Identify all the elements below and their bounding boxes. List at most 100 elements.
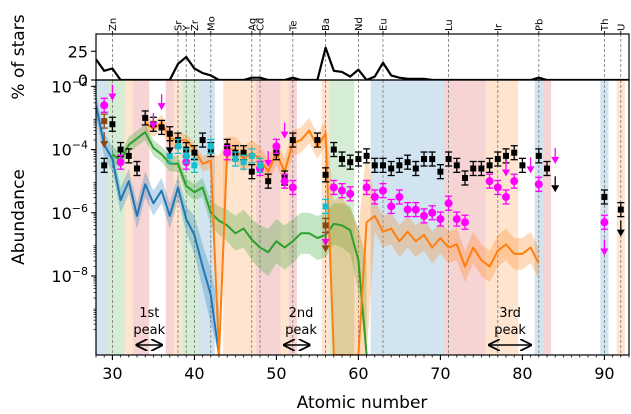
background-band-2 bbox=[124, 80, 133, 355]
peak-annotation-line1-1: 2nd bbox=[289, 306, 314, 321]
data-point-0-26 bbox=[347, 159, 354, 166]
data-point-1-23 bbox=[461, 218, 469, 227]
data-point-1-9 bbox=[338, 186, 346, 195]
data-point-0-3 bbox=[125, 152, 132, 159]
limit-arrow-0-3 bbox=[264, 160, 273, 168]
data-point-0-27 bbox=[355, 156, 362, 163]
element-label-Pb: Pb bbox=[534, 19, 545, 31]
data-point-0-36 bbox=[429, 156, 436, 163]
background-band-1 bbox=[108, 80, 125, 355]
data-point-0-24 bbox=[330, 146, 337, 153]
data-point-0-12 bbox=[199, 137, 206, 144]
data-point-0-5 bbox=[142, 114, 149, 121]
background-band-4 bbox=[165, 80, 174, 355]
data-point-0-28 bbox=[363, 152, 370, 159]
data-point-1-11 bbox=[362, 183, 371, 192]
data-point-1-3 bbox=[223, 148, 232, 157]
data-point-0-43 bbox=[486, 162, 493, 169]
xtick-label-50: 50 bbox=[266, 364, 286, 383]
percent-line-0 bbox=[96, 46, 629, 80]
data-point-0-21 bbox=[289, 137, 296, 144]
xtick-label-40: 40 bbox=[184, 364, 204, 383]
background-band-0 bbox=[96, 80, 109, 355]
data-point-0-32 bbox=[396, 162, 403, 169]
background-band-13 bbox=[329, 80, 355, 355]
element-label-Y: Y bbox=[182, 24, 193, 32]
limit-arrow-2-0 bbox=[165, 147, 174, 155]
x-axis-label: Atomic number bbox=[297, 393, 428, 413]
peak-annotation-line1-0: 1st bbox=[139, 306, 159, 321]
data-point-0-29 bbox=[371, 162, 378, 169]
data-point-2-3 bbox=[191, 162, 198, 169]
element-label-Ag: Ag bbox=[247, 18, 258, 31]
element-label-Cd: Cd bbox=[256, 18, 267, 31]
data-point-1-27 bbox=[510, 177, 519, 186]
data-point-1-15 bbox=[395, 192, 404, 201]
limit-arrow-0-0 bbox=[108, 93, 117, 101]
data-point-0-38 bbox=[445, 156, 452, 163]
ytick-label--2: 10−2 bbox=[51, 75, 88, 96]
data-point-0-23 bbox=[322, 171, 329, 178]
data-point-1-20 bbox=[436, 215, 445, 224]
peak-annotation-line2-0: peak bbox=[133, 323, 165, 338]
limit-arrow-0-4 bbox=[280, 131, 289, 139]
data-point-0-48 bbox=[535, 152, 542, 159]
data-point-0-18 bbox=[265, 178, 272, 185]
data-point-0-49 bbox=[544, 165, 550, 172]
background-band-8 bbox=[223, 80, 256, 355]
limit-arrow-2-1 bbox=[551, 185, 560, 193]
model-line-0 bbox=[96, 105, 220, 355]
data-point-0-44 bbox=[494, 156, 501, 163]
data-point-0-40 bbox=[462, 174, 468, 181]
main-panel: 1st peak 2nd peak 3rd peak 30 40 50 60 70 80 90 10−… bbox=[9, 75, 630, 413]
element-label-Te: Te bbox=[288, 20, 299, 32]
element-label-Ir: Ir bbox=[493, 23, 504, 31]
data-point-1-24 bbox=[485, 177, 494, 186]
data-point-0-45 bbox=[503, 152, 509, 159]
data-point-2-9 bbox=[322, 203, 329, 210]
background-band-10 bbox=[280, 80, 289, 355]
element-label-Th: Th bbox=[600, 19, 611, 32]
element-label-Lu: Lu bbox=[444, 19, 455, 31]
background-band-19 bbox=[542, 80, 552, 355]
peak-annotation-line2-1: peak bbox=[285, 323, 317, 338]
data-point-1-7 bbox=[288, 183, 297, 192]
element-label-Mo: Mo bbox=[206, 16, 217, 31]
ytick-label--4: 10−4 bbox=[51, 139, 88, 160]
upper-limit-markers bbox=[100, 84, 625, 256]
limit-arrow-0-9 bbox=[600, 248, 609, 256]
data-point-0-35 bbox=[421, 156, 427, 163]
background-band-3 bbox=[132, 80, 150, 355]
data-point-1-12 bbox=[370, 192, 379, 201]
data-point-0-33 bbox=[404, 159, 411, 166]
data-point-2-0 bbox=[166, 152, 173, 159]
data-point-1-26 bbox=[502, 192, 510, 201]
data-point-1-29 bbox=[600, 218, 609, 227]
data-point-0-8 bbox=[166, 130, 173, 137]
data-point-1-16 bbox=[403, 205, 412, 214]
data-point-2-2 bbox=[183, 152, 190, 159]
data-point-0-42 bbox=[478, 165, 485, 172]
background-band-17 bbox=[485, 80, 519, 355]
data-point-2-6 bbox=[240, 159, 247, 166]
data-point-1-17 bbox=[411, 205, 420, 214]
ytick-label--8: 10−8 bbox=[51, 265, 88, 286]
data-point-1-1 bbox=[116, 158, 125, 167]
data-point-1-28 bbox=[534, 180, 543, 189]
top-ytick-label-0: 0 bbox=[78, 71, 88, 90]
data-point-1-21 bbox=[444, 199, 453, 208]
peak-annotations: 1st peak 2nd peak 3rd peak bbox=[133, 306, 530, 345]
limit-arrow-0-2 bbox=[157, 103, 166, 111]
limit-arrow-2-2 bbox=[616, 229, 625, 237]
data-point-0-16 bbox=[240, 149, 247, 156]
data-point-2-1 bbox=[175, 143, 181, 150]
data-point-0-46 bbox=[511, 149, 518, 156]
element-label-Ba: Ba bbox=[321, 18, 332, 31]
data-point-0-31 bbox=[388, 165, 395, 172]
background-band-9 bbox=[255, 80, 281, 355]
data-point-0-30 bbox=[380, 162, 386, 169]
xtick-label-70: 70 bbox=[430, 364, 450, 383]
data-point-0-50 bbox=[601, 193, 608, 200]
top-ytick-label-25: 25 bbox=[68, 42, 88, 61]
